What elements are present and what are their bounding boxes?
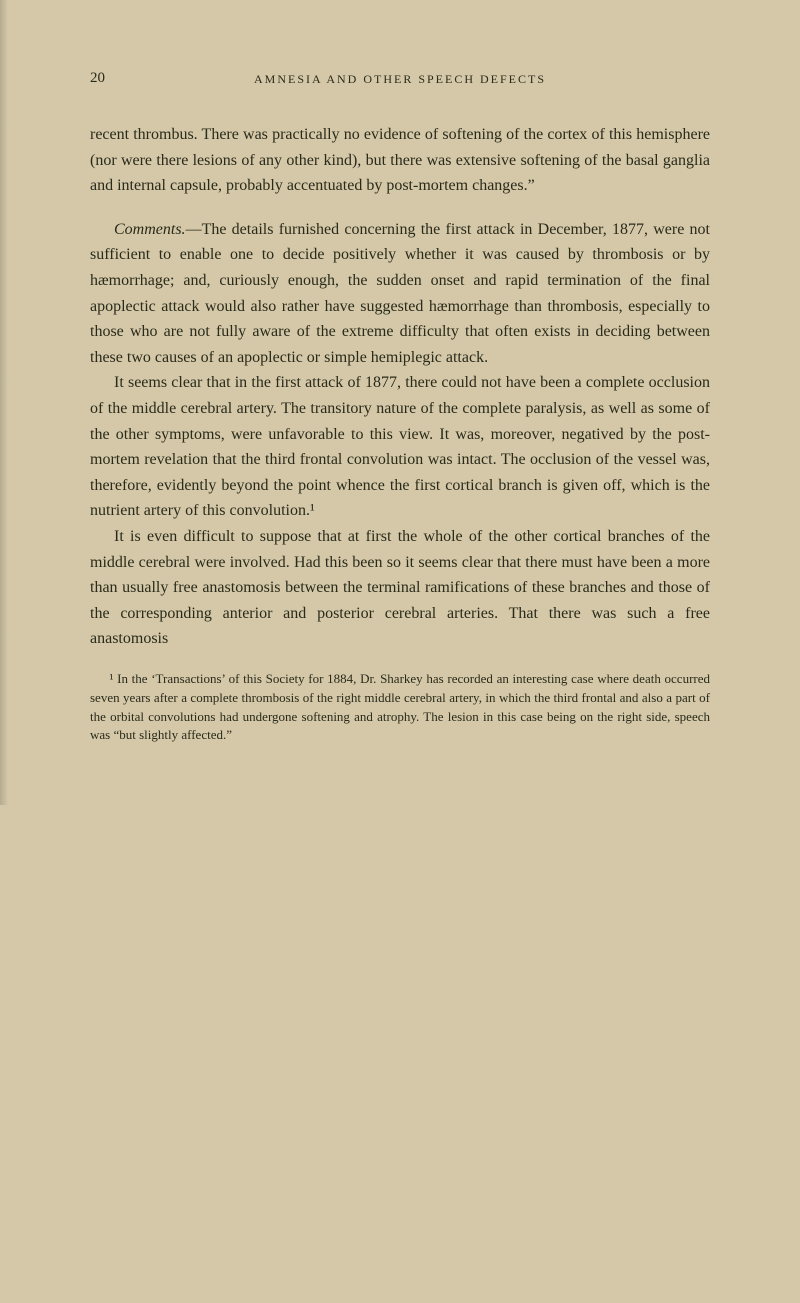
paragraph-2-body: —The details furnished concerning the fi… xyxy=(90,221,710,366)
footnote-body: In the ‘Transactions’ of this Society fo… xyxy=(90,671,710,743)
footnote-text: ¹ In the ‘Transactions’ of this Society … xyxy=(90,670,710,745)
paragraph-1: recent thrombus. There was practically n… xyxy=(90,122,710,199)
footnote: ¹ In the ‘Transactions’ of this Society … xyxy=(90,670,710,745)
running-header: AMNESIA AND OTHER SPEECH DEFECTS xyxy=(90,70,710,87)
binding-shadow xyxy=(0,0,8,805)
paragraph-4: It is even difficult to suppose that at … xyxy=(90,524,710,652)
document-page: 20 AMNESIA AND OTHER SPEECH DEFECTS rece… xyxy=(0,0,800,805)
paragraph-3: It seems clear that in the first attack … xyxy=(90,370,710,524)
comments-lead: Comments. xyxy=(114,221,186,238)
body-text: recent thrombus. There was practically n… xyxy=(90,122,710,652)
page-number: 20 xyxy=(90,70,105,87)
paragraph-2: Comments.—The details furnished concerni… xyxy=(90,217,710,371)
